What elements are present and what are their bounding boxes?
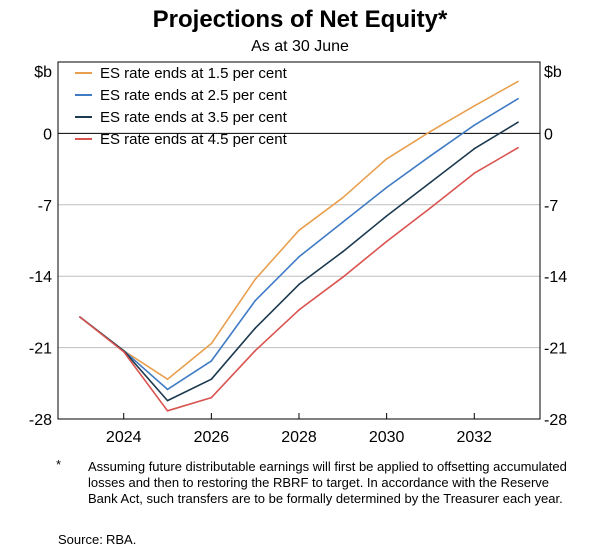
series-line-4 — [79, 147, 519, 412]
y-axis-unit-right: $b — [544, 64, 562, 81]
data-point — [254, 349, 256, 352]
series-line-3 — [79, 121, 519, 402]
data-point — [342, 250, 344, 253]
data-point — [298, 309, 300, 311]
data-point — [298, 283, 300, 286]
y-tick-label-right: -21 — [544, 341, 567, 358]
y-tick-label-right: -28 — [544, 412, 567, 429]
data-point — [429, 207, 432, 209]
y-tick-label-left: -7 — [38, 198, 52, 215]
chart-title: Projections of Net Equity* — [152, 6, 448, 33]
y-tick-label-left: -21 — [29, 341, 52, 358]
data-point — [385, 240, 388, 243]
x-tick-label: 2030 — [369, 429, 405, 446]
data-point — [473, 105, 476, 107]
footnote-marker: * — [56, 457, 62, 472]
data-point — [429, 155, 432, 157]
source-line: Source: RBA. — [58, 532, 136, 547]
data-point — [254, 327, 256, 330]
y-tick-label-right: 0 — [544, 126, 553, 143]
y-tick-label-right: -14 — [544, 269, 567, 286]
data-point — [210, 396, 213, 399]
y-tick-label-left: 0 — [43, 126, 52, 143]
y-axis-unit-left: $b — [34, 64, 52, 81]
y-tick-label-left: -14 — [29, 269, 52, 286]
data-point — [385, 186, 388, 189]
data-point — [79, 316, 81, 318]
data-point — [122, 350, 125, 353]
data-point — [166, 388, 169, 391]
legend-label: ES rate ends at 4.5 per cent — [100, 131, 288, 148]
data-point — [429, 130, 432, 133]
data-point — [517, 80, 519, 83]
data-point — [517, 146, 519, 149]
data-point — [298, 256, 300, 258]
data-point — [254, 278, 256, 281]
data-point — [517, 97, 519, 100]
data-point — [473, 147, 476, 150]
data-point — [342, 196, 344, 199]
data-point — [473, 124, 476, 127]
data-point — [517, 121, 519, 123]
source-label: Source: — [58, 532, 103, 547]
data-point — [166, 410, 169, 412]
legend-label: ES rate ends at 1.5 per cent — [100, 65, 288, 82]
x-tick-label: 2024 — [106, 429, 142, 446]
data-point — [342, 276, 344, 279]
data-point — [210, 342, 213, 345]
data-point — [473, 172, 476, 174]
data-point — [429, 181, 432, 184]
data-point — [385, 215, 388, 217]
x-tick-label: 2032 — [456, 429, 492, 446]
data-point — [210, 378, 213, 381]
data-point — [385, 158, 388, 160]
source-value: RBA. — [106, 532, 137, 547]
data-point — [342, 221, 344, 223]
y-tick-label-left: -28 — [29, 412, 52, 429]
y-tick-label-right: -7 — [544, 198, 558, 215]
chart-subtitle: As at 30 June — [251, 38, 349, 55]
data-point — [166, 378, 169, 381]
legend-label: ES rate ends at 3.5 per cent — [100, 109, 288, 126]
data-point — [298, 229, 300, 232]
data-point — [210, 360, 213, 362]
x-tick-label: 2026 — [194, 429, 230, 446]
footnote-text: Assuming future distributable earnings w… — [88, 459, 567, 506]
x-tick-label: 2028 — [281, 429, 317, 446]
data-point — [166, 399, 169, 402]
legend-label: ES rate ends at 2.5 per cent — [100, 87, 288, 104]
data-point — [254, 299, 256, 302]
